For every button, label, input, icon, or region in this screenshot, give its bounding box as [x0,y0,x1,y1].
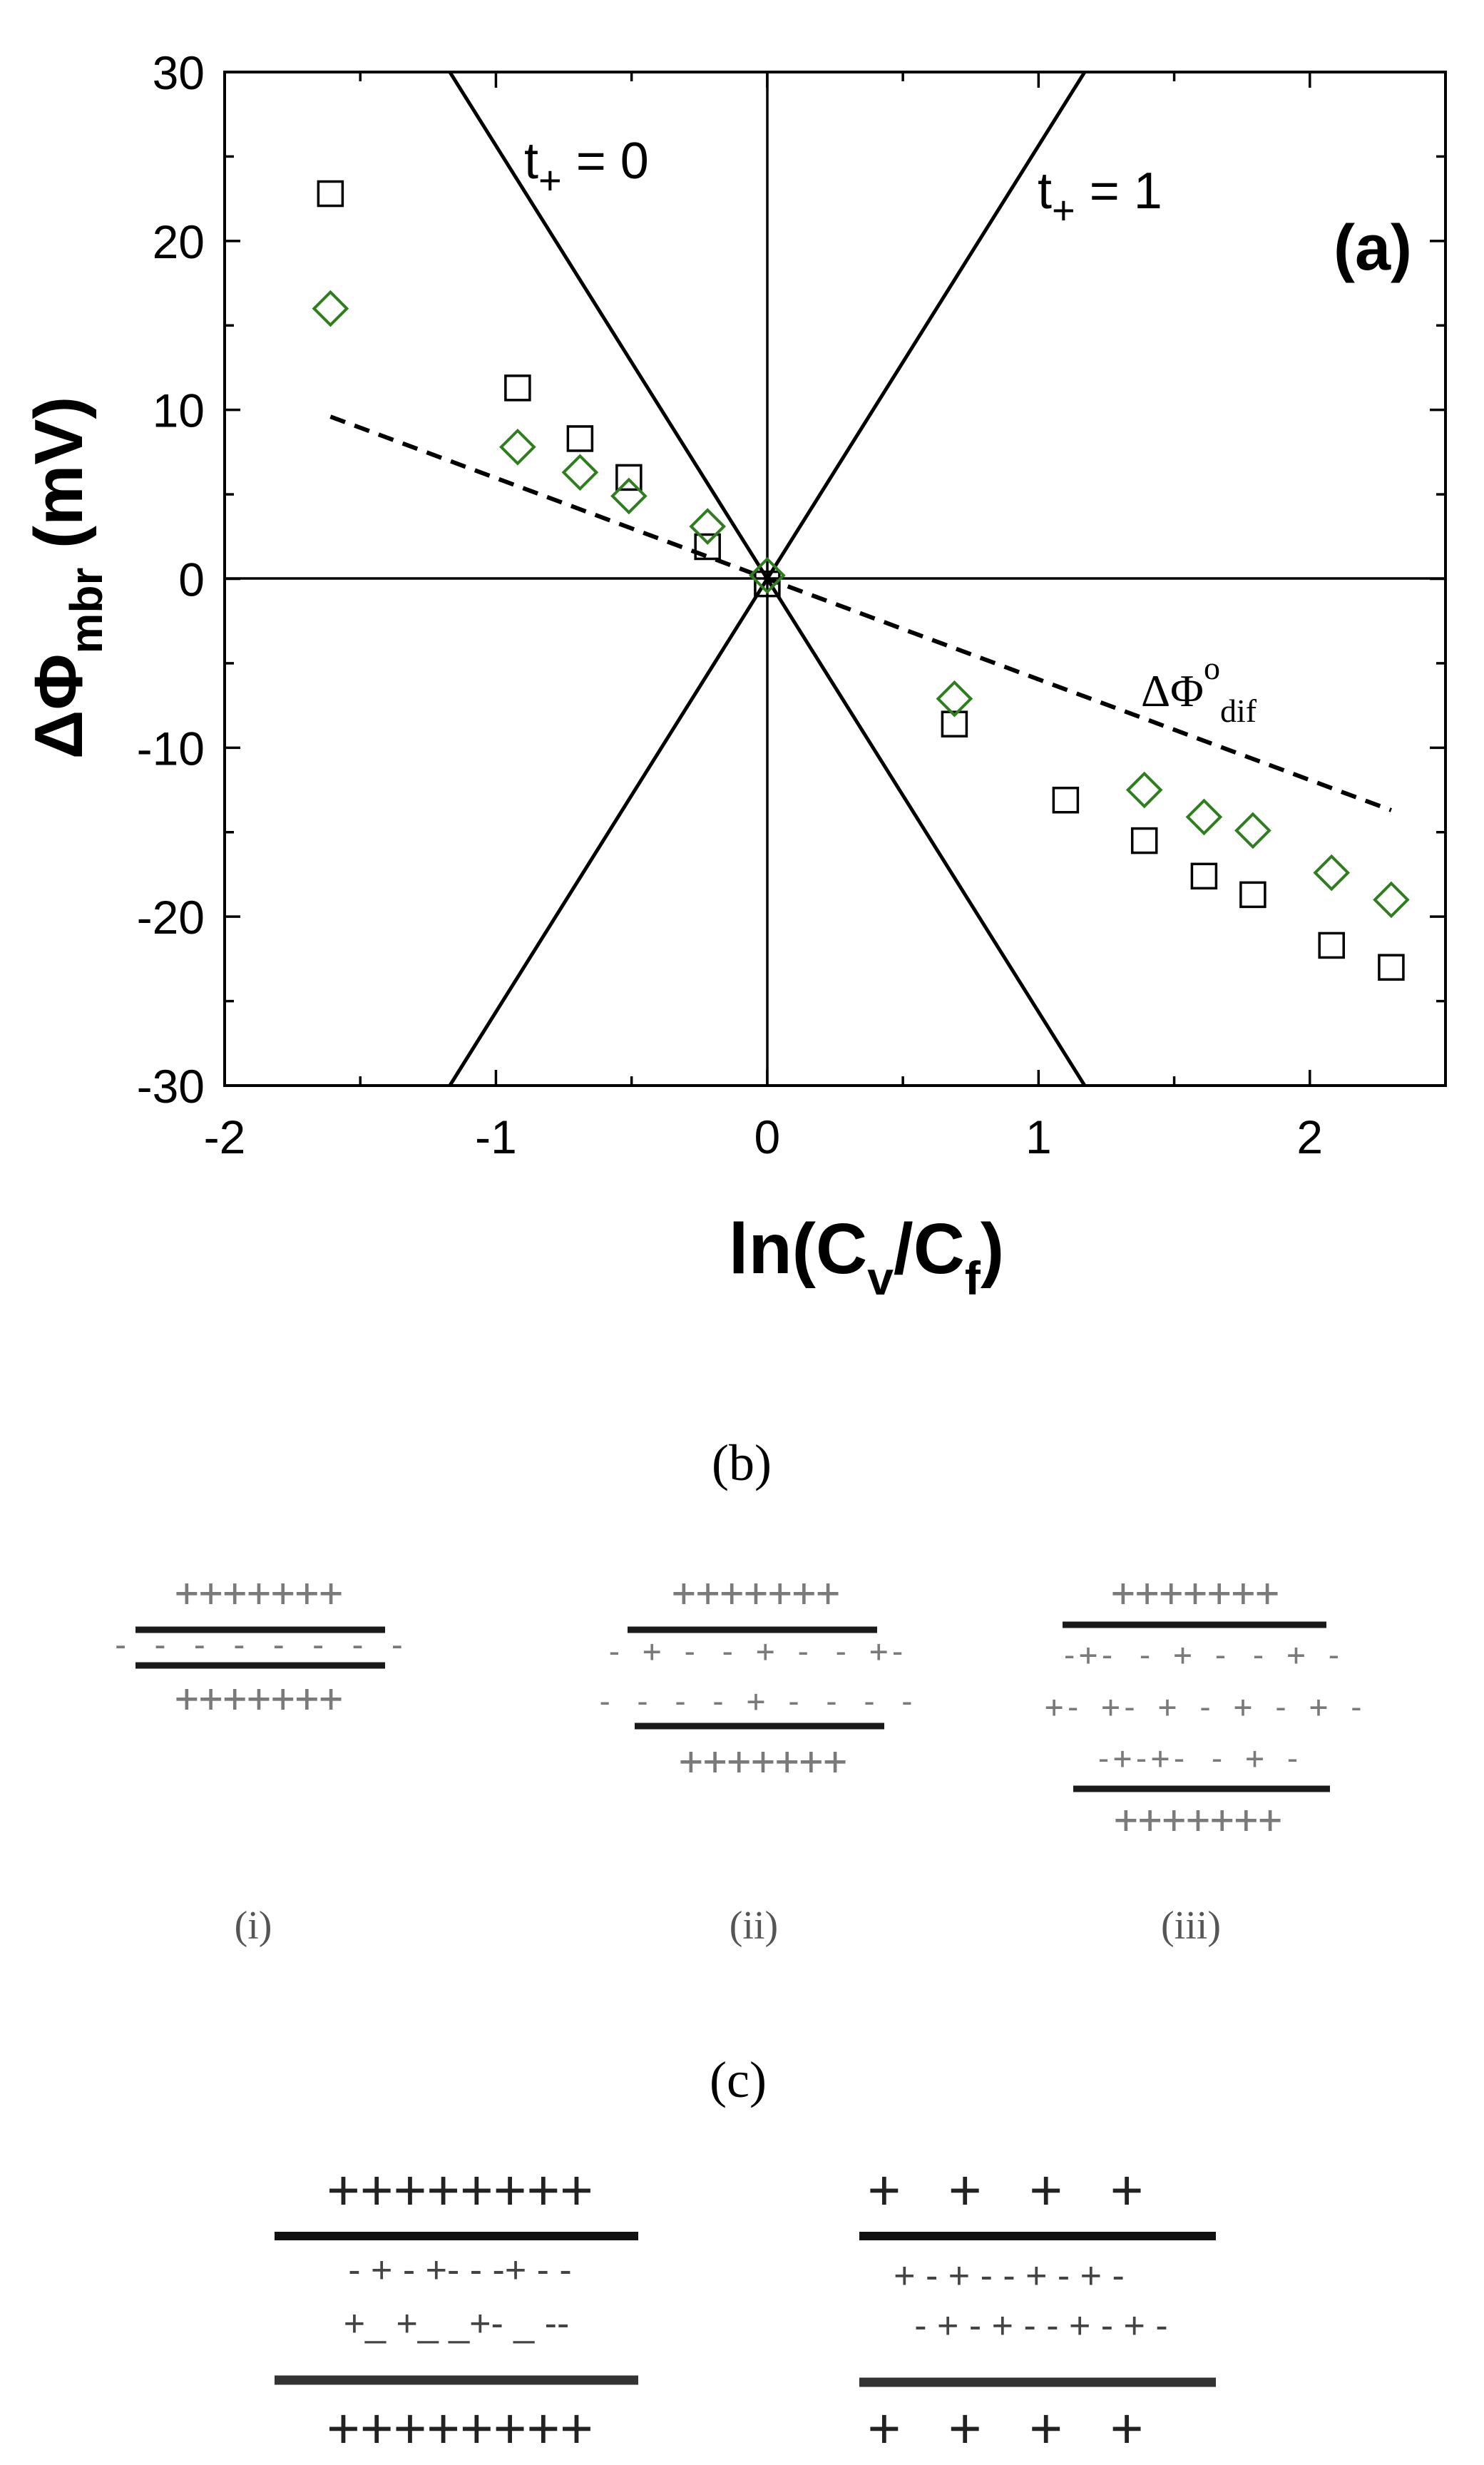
c-right-row-4: + + + + [868,2397,1144,2460]
diamond-marker [1373,881,1410,919]
b-iii-row-5: +++++++ [1114,1797,1282,1843]
square-marker [1052,787,1080,814]
diamond-marker [689,508,727,545]
y-tick-label: -30 [137,1060,205,1113]
b-ii-row-1: +++++++ [672,1570,840,1616]
square-marker [566,425,594,452]
square-marker [1190,862,1218,890]
b-i-row-1: +++++++ [175,1570,343,1616]
b-iii-caption: (iii) [1161,1904,1221,1948]
x-tick-label: 2 [1296,1111,1323,1163]
x-tick-label: -2 [204,1111,246,1163]
b-iii-row-1: +++++++ [1111,1570,1279,1616]
square-marker [694,533,721,561]
y-tick-label: 20 [153,215,205,268]
diamond-marker [1313,854,1351,892]
diagram-b-i: +++++++ - - - - - - - - +++++++ (i) [111,1570,406,1948]
y-tick-label: 30 [153,46,205,99]
t-plus-zero-label: t+ = 0 [524,133,649,203]
panel-a-label: (a) [1334,213,1412,284]
b-ii-row-4: +++++++ [679,1738,847,1785]
x-tick-label: -1 [475,1111,517,1163]
b-iii-row-3: +- +- + - + - + - [1045,1689,1366,1725]
c-left-row-4: ++++++++ [327,2397,593,2460]
b-ii-caption: (ii) [730,1904,778,1948]
data-points [312,180,1410,981]
panel-c: (c) ++++++++ - + - +- - -+ - - +_ +_ _+-… [275,2051,1216,2460]
y-tick-label: 0 [178,553,205,606]
b-ii-row-3: - - - - + - - - - [595,1683,916,1720]
x-axis-title: ln(Cv/Cf) [729,1209,1004,1305]
y-tick-label: 10 [153,384,205,437]
diamond-marker [312,290,349,327]
b-iii-row-2: -+- - + - - + - [1060,1637,1343,1673]
y-tick-label: -10 [137,722,205,775]
diagram-b-iii: +++++++ -+- - + - - + - +- +- + - + - + … [1045,1570,1366,1948]
diamond-marker [1185,798,1223,836]
b-ii-row-2: - + - - + - - +- [605,1633,907,1670]
c-right-row-3: - + - + - - + - + - [914,2305,1167,2347]
c-right-row-2: + - + - - + - + - [894,2255,1125,2297]
b-i-row-3: +++++++ [175,1675,343,1722]
x-tick-label: 0 [754,1111,781,1163]
diagram-c-right: + + + + + - + - - + - + - - + - + - - + … [859,2158,1216,2460]
square-marker [941,710,968,738]
square-marker [1239,881,1266,909]
diamond-marker [561,454,599,491]
axis-ticks [223,71,1447,1087]
y-axis-title: ΔΦmbr (mV) [21,397,112,760]
c-left-row-1: ++++++++ [327,2158,593,2222]
dashed-line-segment [329,414,1392,812]
square-marker [1318,932,1345,959]
c-left-row-3: +_ +_ _+- _ -- [344,2303,570,2344]
square-marker [504,374,531,402]
diagram-b-ii: +++++++ - + - - + - - +- - - - - + - - -… [595,1570,916,1948]
diamond-marker [610,477,648,515]
square-marker [615,464,643,491]
panel-b-label: (b) [712,1434,772,1491]
diffusion-potential-line [329,414,1392,812]
diamond-marker [1234,812,1271,849]
panel-c-label: (c) [710,2051,767,2108]
diamond-marker [1125,771,1163,809]
diagram-c-left: ++++++++ - + - +- - -+ - - +_ +_ _+- _ -… [275,2158,638,2460]
square-marker [317,180,344,208]
square-marker [1378,954,1405,981]
panel-b: (b) +++++++ - - - - - - - - +++++++ (i) … [111,1434,1366,1948]
t-plus-one-label: t+ = 1 [1038,163,1162,233]
b-i-caption: (i) [235,1904,272,1948]
b-iii-row-4: -+-+- - + - [1094,1740,1301,1777]
square-marker [754,570,781,598]
square-marker [1130,827,1158,854]
y-tick-label: -20 [137,891,205,944]
diffusion-potential-label: ΔΦodif [1141,650,1257,729]
diamond-marker [936,680,973,718]
b-i-row-2: - - - - - - - - [111,1626,406,1664]
x-tick-label: 1 [1025,1111,1052,1163]
diamond-marker [749,556,786,594]
c-right-row-1: + + + + [868,2158,1144,2222]
c-left-row-2: - + - +- - -+ - - [348,2250,571,2291]
diamond-marker [499,428,536,466]
